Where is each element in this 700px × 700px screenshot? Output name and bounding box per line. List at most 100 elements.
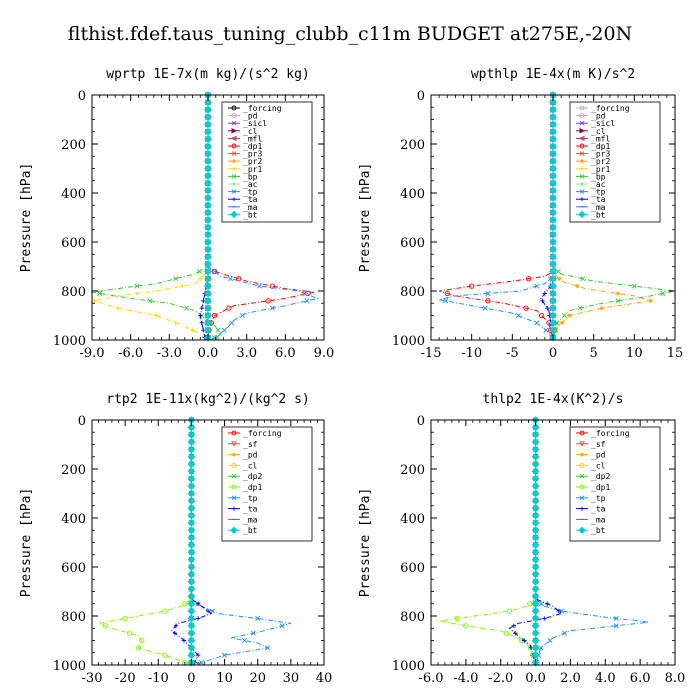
data-point: [198, 313, 203, 318]
data-point: [531, 585, 540, 593]
legend-label: _cl: [591, 127, 606, 136]
data-point: [180, 283, 185, 289]
data-point: [482, 305, 488, 311]
data-point: [503, 630, 510, 636]
legend-label: _forcing: [243, 104, 282, 113]
y-tick-label: 200: [61, 138, 86, 153]
x-tick-label: 10: [626, 346, 643, 361]
data-point: [204, 318, 212, 327]
data-point: [531, 482, 540, 491]
data-point: [92, 298, 97, 303]
data-point: [204, 149, 212, 158]
data-point: [506, 608, 513, 614]
data-point: [580, 276, 586, 282]
legend: _forcing_pd_sicl_cl_mfl_dp1_pr3_pr2_pr1_…: [221, 101, 313, 223]
data-point: [204, 208, 212, 217]
y-axis-label: Pressure [hPa]: [358, 163, 373, 273]
legend-marker: [579, 174, 585, 179]
data-point: [204, 245, 212, 254]
legend-marker: [232, 452, 236, 457]
data-point: [531, 496, 540, 505]
data-point: [250, 630, 256, 636]
legend-item: _bt: [228, 526, 258, 535]
data-point: [531, 621, 540, 630]
legend-marker: [579, 441, 585, 447]
legend-label: _dp1: [591, 142, 610, 151]
data-point: [187, 460, 196, 469]
data-point: [187, 599, 196, 608]
data-point: [534, 283, 540, 289]
y-tick-label: 1000: [392, 334, 425, 349]
data-point: [531, 423, 540, 432]
data-point: [211, 268, 217, 274]
data-point: [531, 430, 540, 439]
data-point: [549, 216, 557, 224]
data-point: [540, 298, 545, 303]
data-point: [485, 298, 491, 304]
legend-item: _bt: [576, 210, 606, 219]
data-point: [599, 305, 604, 311]
x-tick-label: -10: [461, 346, 482, 361]
data-point: [229, 320, 235, 326]
legend-marker: [579, 127, 586, 134]
data-point: [531, 629, 540, 638]
data-point: [187, 607, 196, 616]
data-point: [549, 157, 557, 166]
data-point: [173, 623, 179, 628]
series-dp1: [96, 417, 195, 666]
data-point: [531, 445, 540, 454]
legend-label: _ma: [243, 203, 258, 212]
data-point: [199, 320, 205, 326]
legend-label: _mfl: [591, 134, 610, 143]
data-point: [187, 496, 196, 505]
x-tick-label: -4.0: [453, 671, 478, 686]
data-point: [549, 179, 557, 188]
data-point: [154, 313, 159, 318]
legend-marker: [579, 113, 585, 119]
legend-item: _mfl: [576, 134, 610, 143]
legend-item: _tp: [576, 188, 606, 197]
legend-marker: [579, 151, 585, 156]
data-point: [204, 135, 212, 144]
data-point: [187, 643, 196, 652]
data-point: [187, 438, 196, 446]
data-point: [187, 570, 196, 579]
y-axis-label: Pressure [hPa]: [19, 163, 34, 273]
data-point: [187, 629, 196, 638]
legend-marker: [580, 506, 584, 511]
data-point: [255, 615, 261, 621]
legend-label: _tp: [591, 188, 606, 197]
data-point: [561, 312, 567, 319]
data-point: [549, 326, 557, 335]
data-point: [554, 320, 560, 326]
data-point: [172, 630, 178, 636]
y-tick-label: 200: [400, 463, 425, 478]
legend-item: _ma: [228, 203, 258, 212]
data-point: [187, 423, 196, 432]
data-point: [615, 291, 621, 296]
data-point: [257, 283, 263, 289]
x-tick-label: 3.0: [236, 346, 257, 361]
legend-item: _tp: [576, 494, 606, 503]
legend-label: _sf: [243, 440, 258, 449]
data-point: [204, 304, 212, 313]
data-point: [538, 312, 545, 319]
legend-marker: [580, 182, 584, 186]
data-point: [531, 607, 540, 616]
data-point: [567, 313, 572, 318]
data-point: [544, 601, 550, 606]
series-line: [438, 95, 554, 341]
series-line: [92, 95, 209, 341]
legend-item: _dp1: [576, 483, 610, 492]
data-point: [204, 326, 212, 335]
data-point: [531, 504, 540, 513]
legend-item: _bp: [228, 172, 258, 181]
legend-item: _pr1: [576, 165, 610, 174]
y-tick-label: 400: [400, 512, 425, 527]
legend-item: _ma: [228, 515, 258, 524]
data-point: [204, 120, 212, 129]
y-tick-label: 800: [61, 285, 86, 300]
data-point: [549, 223, 557, 232]
data-point: [195, 616, 201, 621]
